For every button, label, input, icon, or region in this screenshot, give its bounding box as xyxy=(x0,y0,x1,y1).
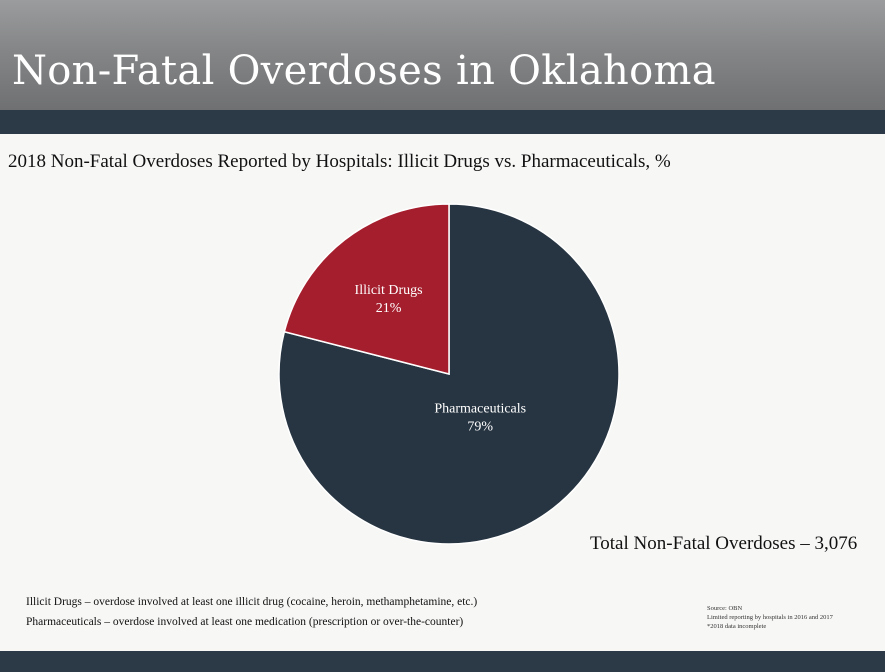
definition-pharmaceuticals: Pharmaceuticals – overdose involved at l… xyxy=(26,616,464,628)
slice-label-pharma-value: 79% xyxy=(467,419,493,434)
slice-label-illicit-value: 21% xyxy=(376,301,402,316)
slice-label-illicit-name: Illicit Drugs xyxy=(355,283,423,298)
source-incomplete: *2018 data incomplete xyxy=(707,623,767,630)
slice-pharmaceuticals xyxy=(278,203,620,545)
definition-illicit: Illicit Drugs – overdose involved at lea… xyxy=(26,596,478,608)
header-divider-band xyxy=(0,110,885,134)
header-bar: Non-Fatal Overdoses in Oklahoma xyxy=(0,0,885,110)
page-title: Non-Fatal Overdoses in Oklahoma xyxy=(12,48,716,94)
slice-illicit-drugs xyxy=(283,203,450,375)
source-line: Source: OBN xyxy=(707,605,743,612)
source-limitation: Limited reporting by hospitals in 2016 a… xyxy=(707,614,833,621)
footer-band xyxy=(0,651,885,672)
source-note: Source: OBN Limited reporting by hospita… xyxy=(707,604,833,631)
chart-title: 2018 Non-Fatal Overdoses Reported by Hos… xyxy=(8,151,671,172)
total-overdoses: Total Non-Fatal Overdoses – 3,076 xyxy=(590,533,858,554)
slice-label-pharma-name: Pharmaceuticals xyxy=(434,401,526,416)
definitions: Illicit Drugs – overdose involved at lea… xyxy=(26,596,477,636)
